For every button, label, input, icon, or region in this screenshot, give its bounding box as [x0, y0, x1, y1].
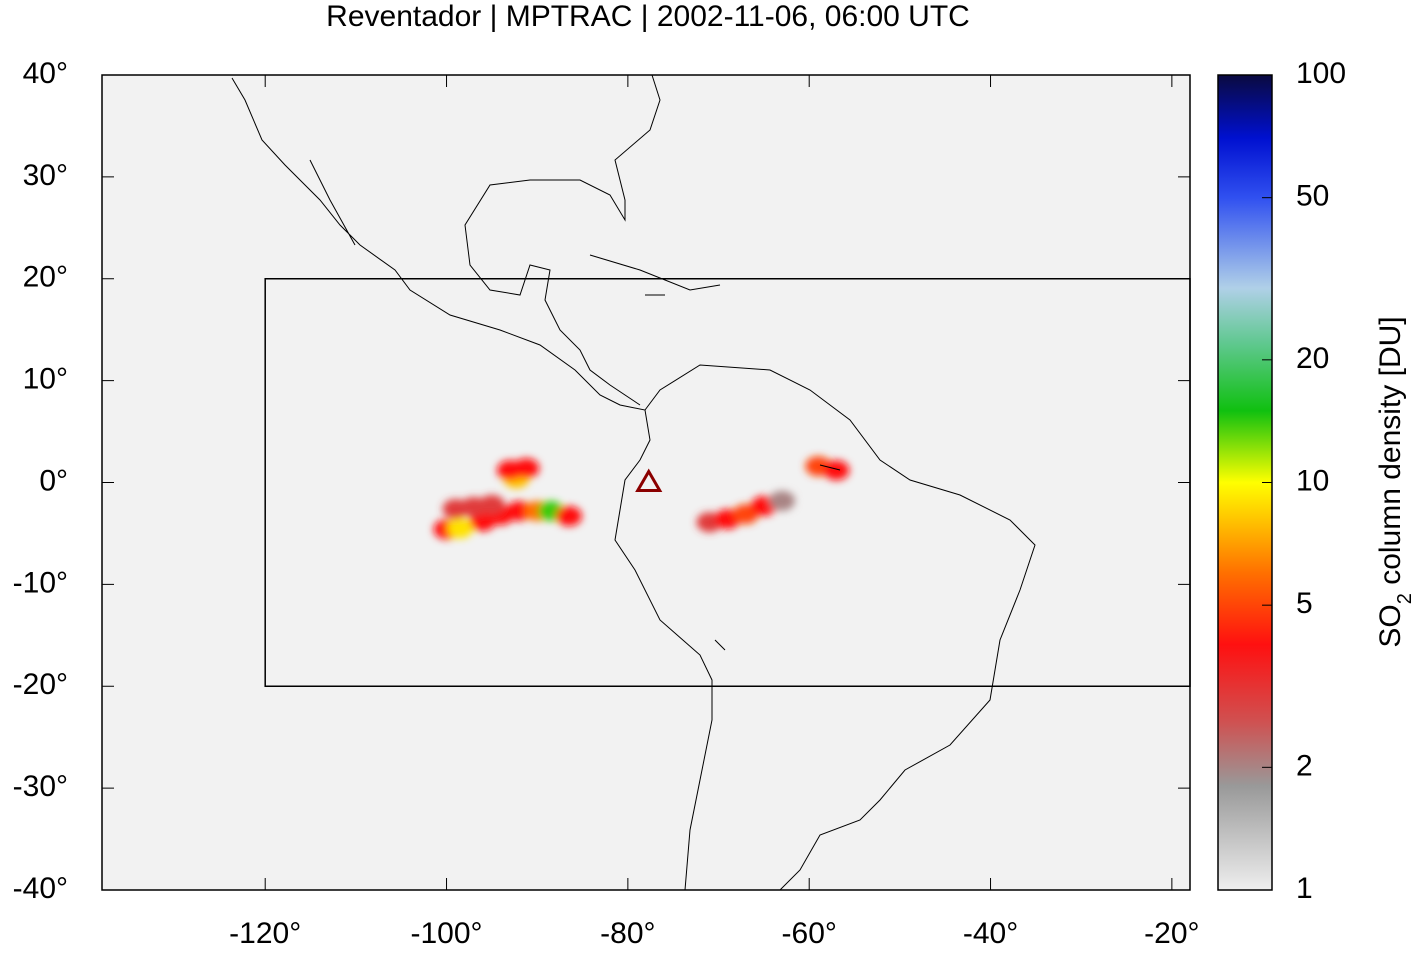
colorbar-tick-label: 1 — [1296, 872, 1313, 905]
colorbar-tick-label: 10 — [1296, 464, 1329, 497]
y-tick-label: -40° — [13, 872, 68, 905]
plume-cell — [506, 501, 533, 522]
y-tick-label: 20° — [23, 261, 68, 294]
label-text: SO — [1374, 604, 1407, 647]
plot-area — [102, 75, 1190, 890]
y-tick-label: -30° — [13, 770, 68, 803]
label-rest: column density [DU] — [1374, 316, 1407, 593]
x-tick-label: -20° — [1144, 917, 1199, 950]
y-tick-label: -20° — [13, 668, 68, 701]
colorbar-tick-label: 50 — [1296, 180, 1329, 213]
region-box — [264, 278, 1191, 687]
plume-cell — [447, 518, 474, 539]
plume-cell — [478, 494, 505, 515]
x-tick-label: -60° — [782, 917, 837, 950]
x-tick-label: -100° — [411, 917, 483, 950]
y-tick-label: -10° — [13, 566, 68, 599]
volcano-marker — [635, 468, 663, 492]
colorbar-tick-label: 20 — [1296, 342, 1329, 375]
plume-cell — [497, 460, 523, 481]
coastline — [231, 74, 1036, 891]
plume-cell — [555, 506, 582, 527]
colorbar-tick-label: 100 — [1296, 57, 1346, 90]
plume-cell — [769, 490, 795, 511]
colorbar-tick-label: 5 — [1296, 587, 1313, 620]
y-tick-label: 30° — [23, 159, 68, 192]
x-tick-label: -120° — [229, 917, 301, 950]
x-tick-label: -80° — [600, 917, 655, 950]
plume-cell — [823, 460, 850, 481]
colorbar-tick-label: 2 — [1296, 749, 1313, 782]
colorbar-label: SO2 column density [DU] — [1374, 316, 1411, 647]
x-tick-label: -40° — [963, 917, 1018, 950]
y-tick-label: 10° — [23, 363, 68, 396]
y-tick-label: 40° — [23, 57, 68, 90]
label-subscript: 2 — [1394, 593, 1411, 604]
plume-layer — [433, 456, 850, 540]
y-tick-label: 0° — [39, 464, 68, 497]
chart-title: Reventador | MPTRAC | 2002-11-06, 06:00 … — [326, 0, 970, 33]
